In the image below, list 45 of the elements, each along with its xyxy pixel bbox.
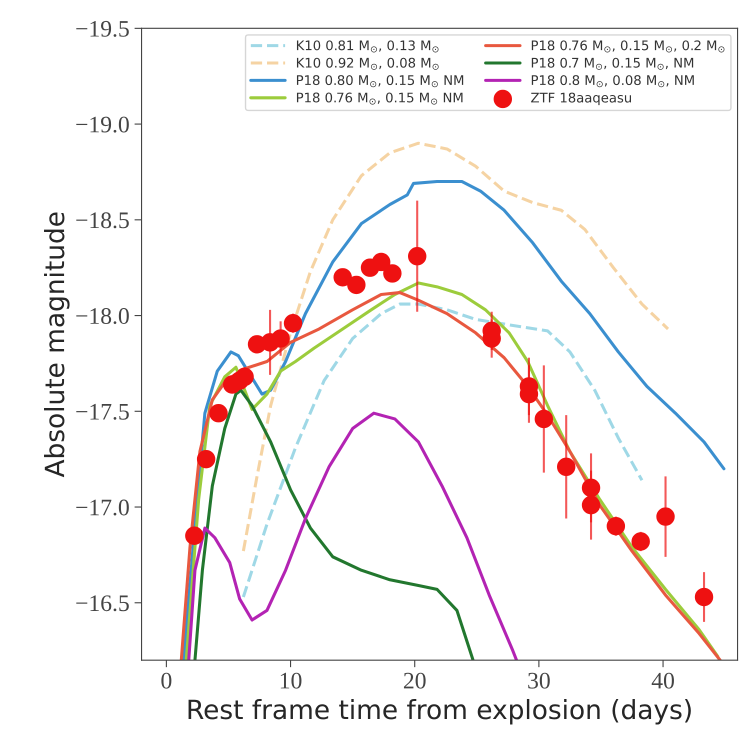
- line-series: [187, 412, 518, 660]
- point: [582, 496, 600, 514]
- legend-label: P18 0.7 M$_{⊙}$, 0.15 M$_{⊙}$, NM: [532, 58, 694, 70]
- legend-label: K10 0.92 M$_{⊙}$, 0.08 M$_{⊙}$: [296, 58, 439, 70]
- y-tick-label: −16.5: [76, 595, 129, 612]
- x-tick-label: 40: [652, 672, 674, 689]
- point: [185, 526, 204, 545]
- legend-label: ZTF 18aaqeasu: [531, 92, 631, 106]
- y-tick-label: −17.5: [76, 404, 129, 420]
- point: [284, 314, 302, 332]
- legend-label: P18 0.8 M$_{⊙}$, 0.08 M$_{⊙}$, NM: [532, 75, 694, 88]
- line-series: [182, 180, 726, 660]
- y-tick-label: −18.0: [76, 308, 129, 324]
- point: [408, 247, 426, 266]
- line-series: [242, 302, 644, 599]
- point: [347, 276, 366, 294]
- y-tick-label: −18.5: [76, 212, 129, 228]
- legend-label: K10 0.81 M$_{⊙}$, 0.13 M$_{⊙}$: [296, 40, 439, 52]
- point: [656, 507, 675, 526]
- point: [383, 264, 402, 283]
- legend-label: P18 0.76 M$_{⊙}$, 0.15 M$_{⊙}$, 0.2 M$_{⊙}$: [532, 40, 724, 52]
- y-tick-label: −19.5: [76, 20, 129, 37]
- point: [557, 458, 576, 476]
- y-tick-label: −17.0: [76, 500, 129, 516]
- point: [606, 516, 626, 536]
- x-tick-label: 0: [161, 672, 172, 689]
- x-tick-label: 30: [528, 672, 550, 689]
- y-tick-label: −19.0: [76, 116, 129, 133]
- x-axis-title: Rest frame time from explosion (days): [188, 698, 691, 725]
- point: [271, 329, 290, 348]
- point: [582, 478, 600, 498]
- point: [694, 588, 714, 606]
- x-tick-label: 20: [404, 672, 426, 689]
- y-axis-title: Absolute magnitude: [44, 212, 70, 478]
- point: [632, 532, 650, 551]
- legend-label: P18 0.80 M$_{⊙}$, 0.15 M$_{⊙}$ NM: [296, 75, 464, 88]
- line-series: [242, 142, 670, 553]
- point: [372, 252, 390, 272]
- point: [534, 410, 554, 428]
- point: [209, 404, 228, 422]
- point: [235, 368, 254, 386]
- x-tick-label: 10: [280, 672, 302, 689]
- legend-label: P18 0.76 M$_{⊙}$, 0.15 M$_{⊙}$ NM: [296, 92, 462, 105]
- point: [196, 450, 216, 468]
- point: [334, 268, 352, 286]
